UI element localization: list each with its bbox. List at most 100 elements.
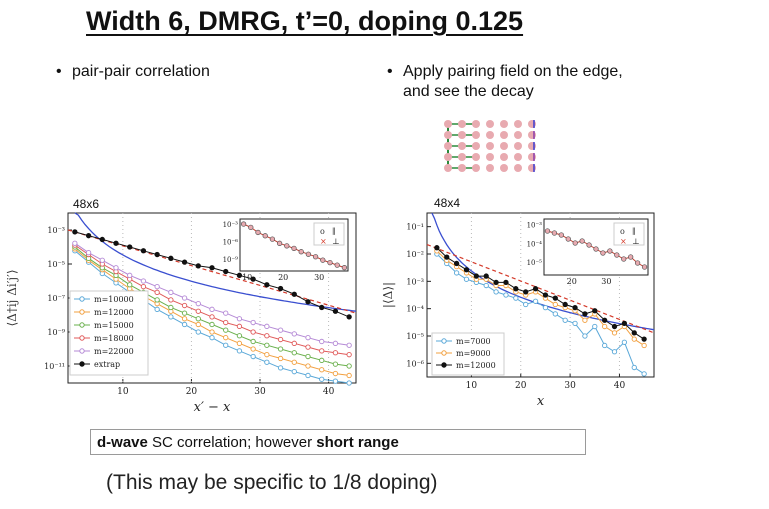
lattice-site: [514, 131, 522, 139]
data-point: [631, 336, 637, 342]
inset-legend-marker: ×: [320, 237, 327, 246]
inset-data-point: [551, 230, 558, 236]
inset-data-point: [334, 262, 340, 268]
chart-right-panel-label: 48x4: [434, 196, 461, 210]
lattice-site: [514, 142, 522, 150]
data-point: [483, 282, 489, 289]
inset-data-point: [255, 229, 261, 236]
data-point: [209, 265, 215, 271]
inset-data-point: [240, 221, 247, 227]
data-point: [332, 308, 339, 314]
inset-data-point: [607, 248, 613, 254]
lattice-site: [500, 153, 508, 161]
lattice-site: [458, 153, 466, 161]
inset-y-tick-label: 10⁻⁹: [223, 256, 239, 264]
data-point: [453, 270, 460, 276]
lattice-site: [458, 142, 466, 150]
inset-legend-label: ⊥: [632, 237, 640, 246]
data-point: [641, 342, 647, 349]
data-point: [503, 279, 509, 286]
data-point: [181, 302, 188, 309]
data-point: [85, 250, 92, 256]
x-tick-label: 10: [117, 387, 129, 397]
inset-legend-box: [613, 222, 645, 246]
inset-data-point: [320, 257, 326, 263]
lattice-site: [514, 164, 522, 172]
x-tick-label: 10: [466, 381, 478, 391]
inset-data-point: [284, 243, 290, 249]
data-point: [195, 301, 201, 307]
data-point: [236, 333, 243, 339]
inset-x-tick-label: 30: [601, 277, 611, 286]
data-point: [236, 316, 243, 322]
data-point: [127, 282, 133, 288]
data-point: [319, 367, 325, 373]
bullet-right: • Apply pairing field on the edge, and s…: [387, 62, 623, 102]
x-tick-label: 40: [614, 381, 626, 391]
legend-marker: [79, 296, 85, 302]
data-point: [602, 323, 608, 330]
lattice-site: [472, 131, 480, 139]
inset-legend-label: ∥: [332, 227, 336, 236]
data-point: [332, 340, 339, 346]
inset-data-point: [341, 264, 348, 271]
summary-box: d-wave SC correlation; however short ran…: [90, 429, 586, 455]
inset-y-tick-label: 10⁻³: [527, 222, 543, 230]
data-point: [602, 317, 608, 323]
data-point: [195, 263, 201, 269]
data-point: [552, 311, 558, 317]
data-point: [168, 289, 174, 295]
inset-data-point: [298, 249, 304, 255]
lattice-site: [472, 164, 480, 172]
data-point: [592, 308, 598, 314]
inset-y-tick-label: 10⁻⁵: [527, 259, 543, 267]
lattice-site: [486, 142, 494, 150]
y-tick-label: 10⁻⁴: [406, 305, 424, 314]
data-point: [140, 284, 147, 290]
data-point: [552, 301, 558, 308]
x-axis-label: x: [537, 394, 545, 409]
data-point: [592, 323, 598, 330]
data-point: [154, 297, 160, 303]
data-point: [168, 314, 174, 320]
inset-data-point: [305, 251, 312, 257]
inset-x-tick-label: 20: [278, 273, 288, 282]
data-point: [305, 344, 311, 350]
data-point: [264, 342, 270, 348]
pairing-field-decay-chart: 10 20 30 40 10⁻¹ 10⁻² 10⁻³ 10⁻⁴ 10⁻⁵ 10⁻⁶ x |⟨Δ⟩| m=…: [381, 212, 655, 409]
lattice-site: [472, 142, 480, 150]
data-point: [250, 353, 256, 360]
inset-data-point: [291, 245, 297, 252]
data-point: [168, 297, 174, 303]
inset-x-tick-label: 10: [242, 273, 252, 282]
data-point: [250, 329, 256, 335]
data-point: [582, 311, 588, 317]
data-point: [127, 272, 133, 278]
x-axis-label: x′ − x: [194, 400, 231, 415]
lattice-site: [458, 164, 466, 172]
data-point: [463, 267, 470, 273]
data-point: [236, 323, 243, 329]
slide-title: Width 6, DMRG, t’=0, doping 0.125: [86, 6, 524, 36]
inset-data-point: [600, 250, 606, 256]
lattice-site: [444, 142, 452, 150]
y-tick-label: 10⁻⁹: [47, 328, 65, 337]
data-point: [319, 376, 325, 382]
data-point: [641, 371, 647, 377]
data-point: [319, 338, 325, 345]
data-point: [127, 244, 133, 250]
legend-label: m=7000: [456, 337, 491, 346]
data-point: [319, 348, 325, 354]
data-point: [209, 329, 215, 335]
data-point: [346, 342, 352, 348]
data-point: [195, 308, 201, 314]
inset-data-point: [586, 242, 592, 248]
data-point: [209, 321, 215, 328]
lattice-site: [458, 120, 466, 128]
data-point: [195, 316, 201, 322]
summary-bold-dwave: d-wave: [97, 434, 148, 451]
data-point: [250, 338, 256, 345]
y-axis-label: |⟨Δ⟩|: [381, 282, 395, 308]
lattice-site: [528, 164, 536, 172]
lattice-site: [486, 120, 494, 128]
